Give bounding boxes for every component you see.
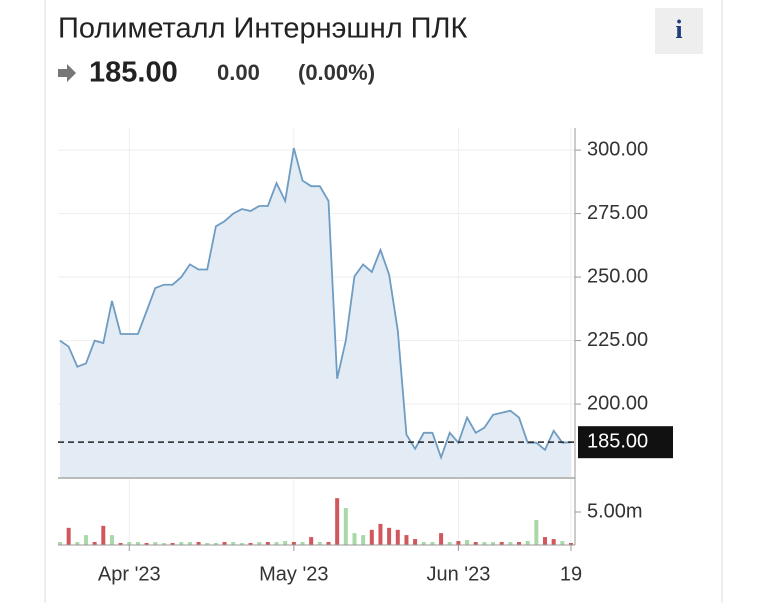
volume-bar <box>300 542 305 545</box>
volume-bar <box>118 543 123 545</box>
y-tick-label: 300.00 <box>587 138 648 160</box>
volume-bar <box>222 542 227 545</box>
volume-bar <box>508 542 513 545</box>
x-tick-label: 19 <box>560 563 582 585</box>
volume-bar <box>404 535 409 545</box>
volume-bar <box>482 542 487 545</box>
volume-bar <box>551 539 556 545</box>
volume-bar <box>144 543 149 545</box>
volume-bar <box>58 542 62 545</box>
volume-bar <box>291 542 296 545</box>
volume-bar <box>309 537 314 545</box>
volume-bar <box>395 529 400 545</box>
volume-bar <box>560 541 565 545</box>
volume-bar <box>525 541 530 545</box>
volume-bar <box>66 527 71 545</box>
volume-bar <box>387 527 392 545</box>
volume-bar <box>231 542 236 545</box>
y-tick-label: 250.00 <box>587 265 648 287</box>
volume-bar <box>499 542 504 545</box>
volume-bar <box>179 542 184 545</box>
volume-bar <box>283 541 288 545</box>
volume-bar <box>421 542 426 545</box>
last-price-box <box>578 426 673 459</box>
volume-bar <box>101 525 106 545</box>
y-tick-label: 275.00 <box>587 202 648 224</box>
volume-bar <box>109 535 114 545</box>
x-tick-label: Apr '23 <box>98 563 161 585</box>
volume-bar <box>248 543 253 545</box>
volume-bar <box>413 539 418 545</box>
volume-bar <box>517 542 522 545</box>
volume-bar <box>473 542 478 545</box>
info-button[interactable] <box>655 8 703 54</box>
volume-bar <box>335 498 340 545</box>
last-price-label: 185.00 <box>587 430 648 452</box>
volume-bar <box>239 543 244 545</box>
y-tick-label: 5.00m <box>587 500 643 522</box>
volume-bar <box>326 542 331 545</box>
volume-bar <box>465 540 470 545</box>
volume-bar <box>378 523 383 545</box>
volume-bar <box>317 542 322 545</box>
volume-bar <box>361 535 366 545</box>
y-tick-label: 225.00 <box>587 329 648 351</box>
volume-bar <box>257 542 262 545</box>
volume-bar <box>265 542 270 545</box>
volume-bar <box>447 542 452 545</box>
volume-bar <box>569 543 573 545</box>
volume-bar <box>213 543 218 545</box>
volume-bar <box>456 541 461 545</box>
volume-bar <box>369 529 374 545</box>
x-tick-label: May '23 <box>259 563 328 585</box>
volume-bar <box>343 508 348 545</box>
volume-bar <box>439 533 444 545</box>
volume-bar <box>153 542 158 545</box>
volume-bar <box>83 535 88 545</box>
volume-bar <box>135 542 140 545</box>
volume-bar <box>92 542 97 545</box>
volume-bar <box>534 519 539 545</box>
volume-bar <box>196 542 201 545</box>
price: 185.00 <box>89 57 178 89</box>
chart-title: Полиметалл Интернэшнл ПЛК <box>58 13 468 45</box>
volume-bar <box>170 543 175 545</box>
volume-bar <box>543 537 548 545</box>
x-tick-label: Jun '23 <box>426 563 490 585</box>
volume-bar <box>127 542 132 545</box>
volume-bar <box>352 533 357 545</box>
info-icon[interactable]: i <box>675 15 682 44</box>
volume-bar <box>491 542 496 545</box>
volume-bar <box>75 542 80 545</box>
arrow-icon <box>58 64 76 82</box>
area <box>60 148 571 478</box>
volume-bar <box>161 543 166 545</box>
line <box>59 147 572 461</box>
volume-bar <box>430 542 435 545</box>
change: 0.00 <box>217 60 260 85</box>
volume-bar <box>205 543 210 545</box>
change-pct: (0.00%) <box>298 60 375 85</box>
volume-bar <box>274 542 279 545</box>
y-tick-label: 200.00 <box>587 392 648 414</box>
volume-bar <box>187 542 192 545</box>
